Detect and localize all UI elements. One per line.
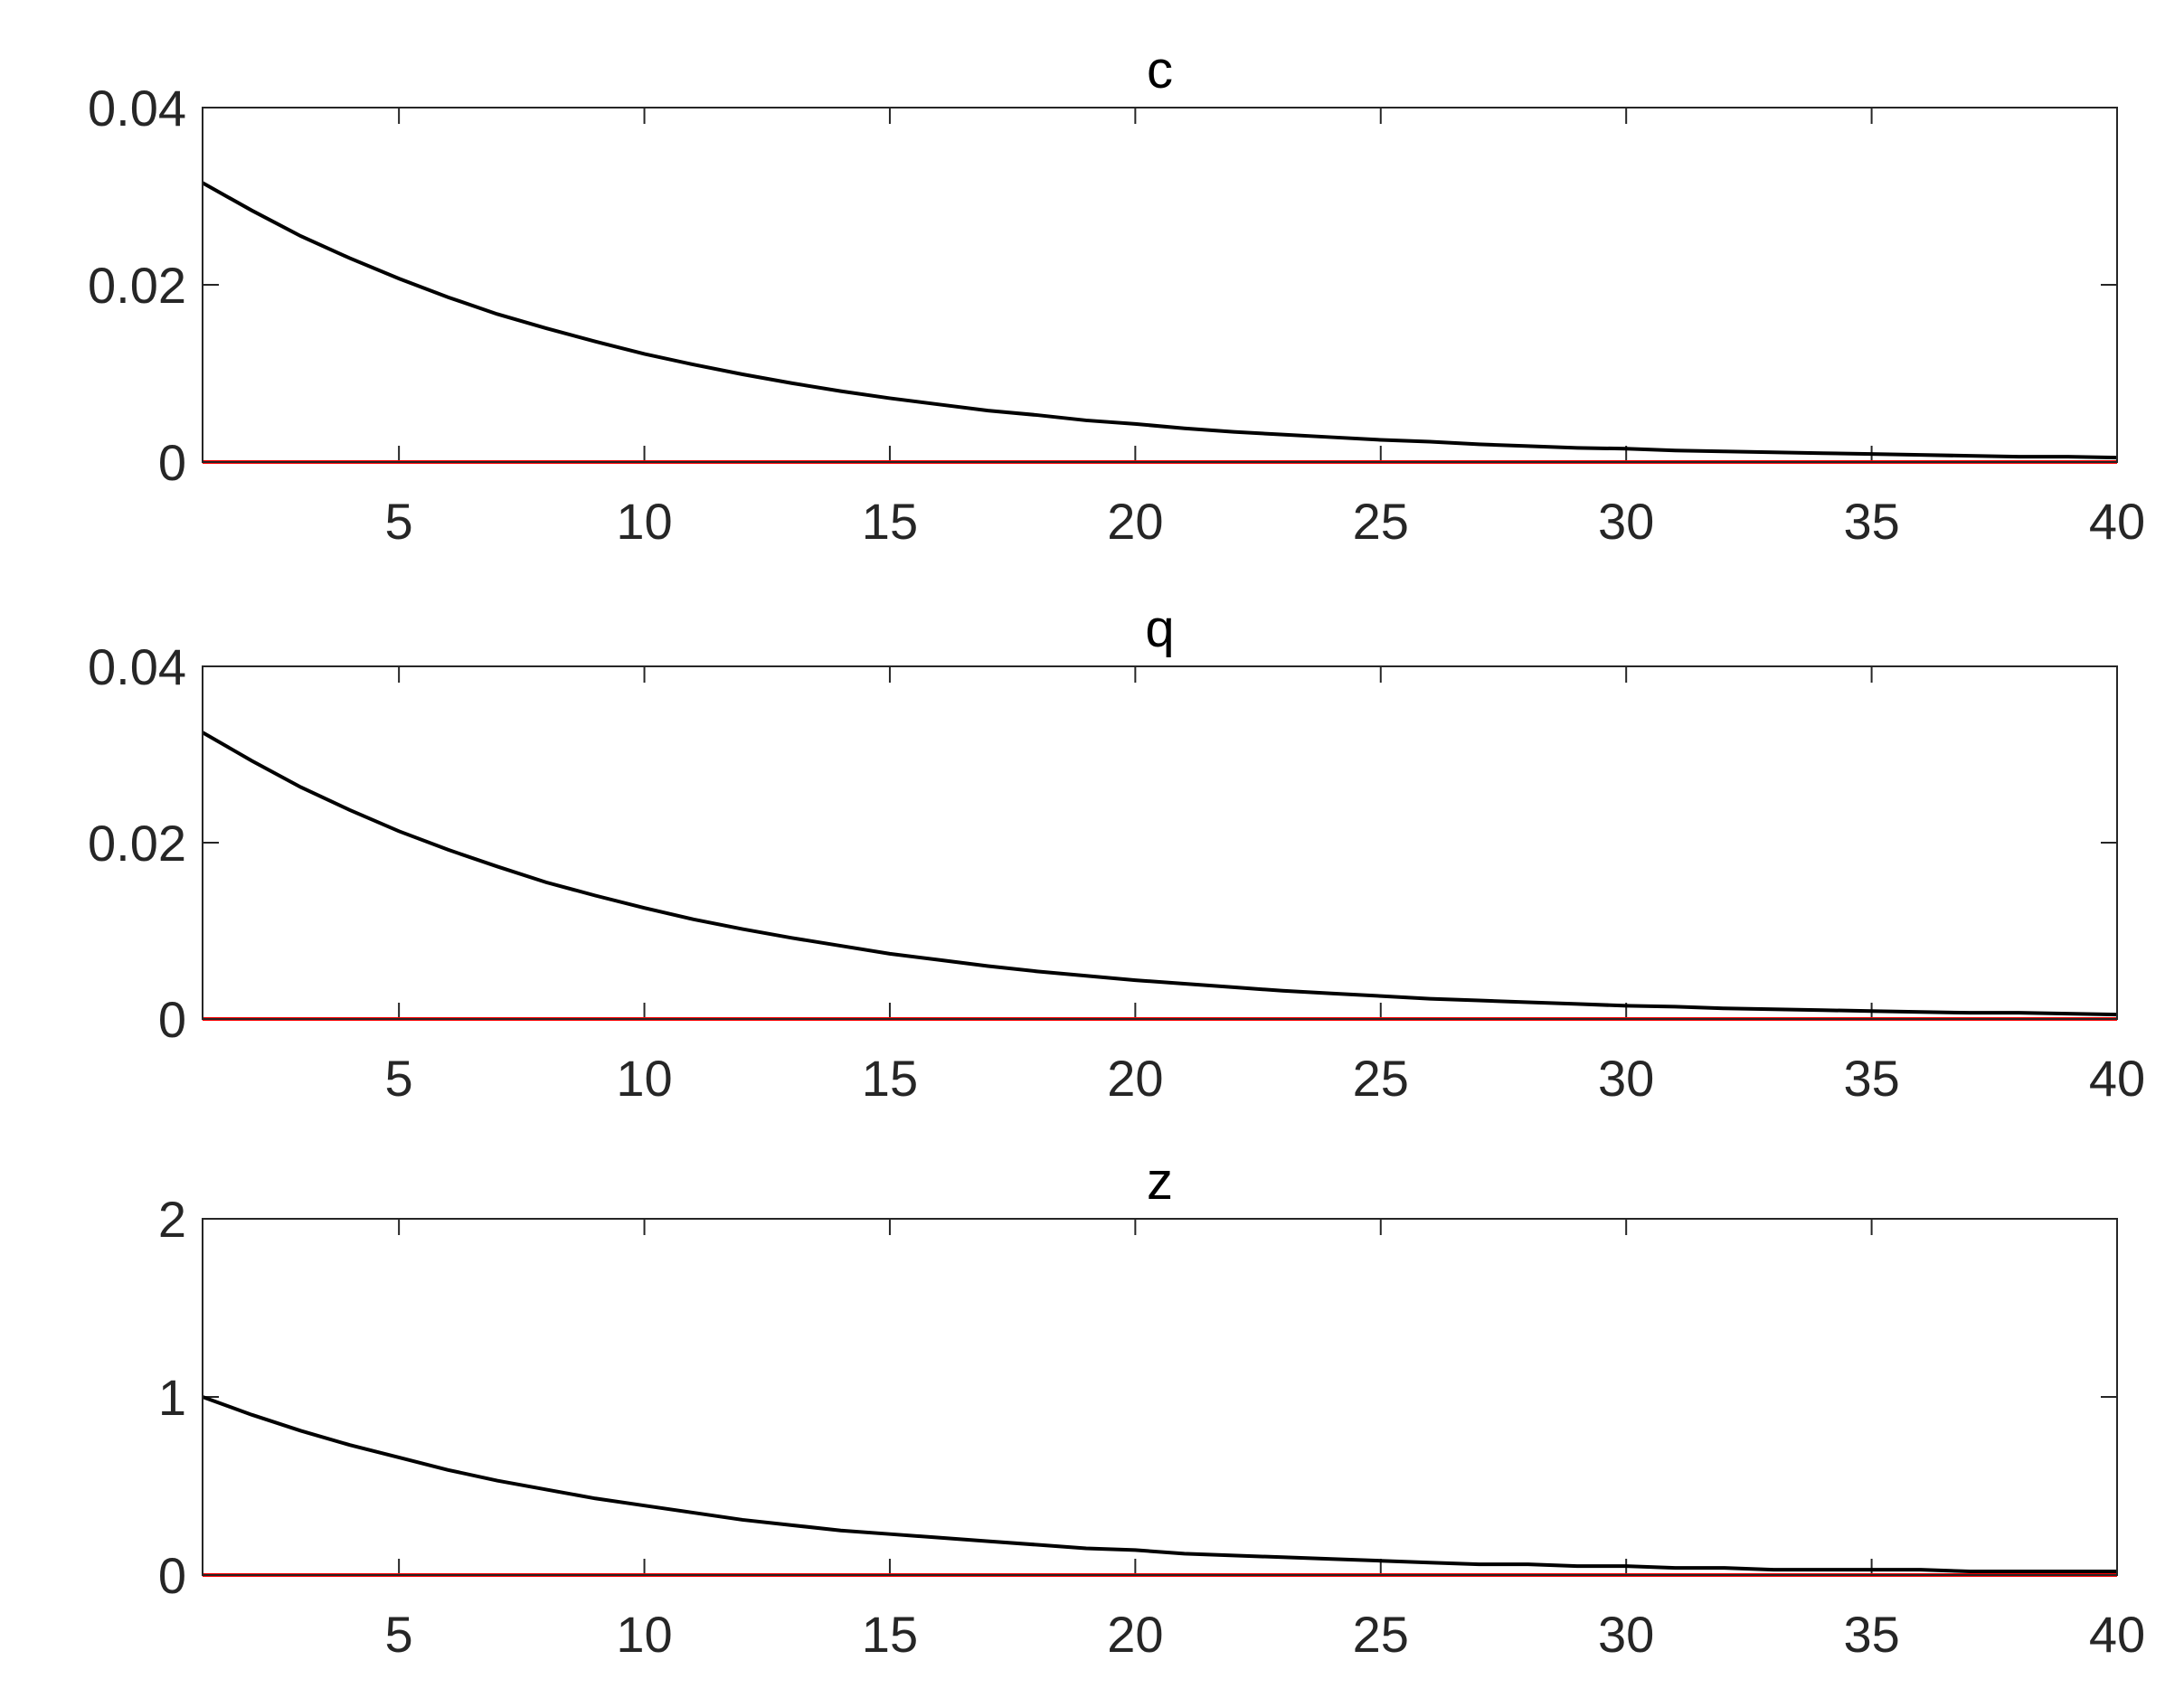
chart-title: z — [1147, 1152, 1173, 1211]
x-tick-label: 30 — [1598, 493, 1654, 550]
x-tick-label: 35 — [1843, 1050, 1899, 1107]
x-tick-label: 25 — [1353, 1606, 1409, 1663]
x-tick-label: 15 — [862, 1606, 918, 1663]
series-line — [202, 181, 2118, 460]
y-tick-label: 0.04 — [88, 80, 186, 137]
y-tick-label: 2 — [158, 1191, 186, 1248]
x-tick-label: 25 — [1353, 1050, 1409, 1107]
x-tick-label: 30 — [1598, 1606, 1654, 1663]
x-tick-label: 10 — [616, 1050, 672, 1107]
axes-box — [202, 107, 2118, 463]
plot-area — [203, 666, 2117, 1019]
chart-title: q — [1145, 599, 1174, 658]
y-tick-label: 0 — [158, 434, 186, 491]
x-tick-label: 40 — [2089, 493, 2145, 550]
x-tick-label: 40 — [2089, 1606, 2145, 1663]
x-tick-label: 5 — [385, 1606, 413, 1663]
y-tick-label: 0.04 — [88, 638, 186, 695]
x-tick-label: 25 — [1353, 493, 1409, 550]
x-tick-label: 15 — [862, 493, 918, 550]
x-tick-label: 20 — [1107, 1050, 1163, 1107]
plot-area — [203, 1219, 2117, 1575]
x-tick-label: 5 — [385, 493, 413, 550]
y-tick-label: 0.02 — [88, 257, 186, 314]
axes-box — [202, 665, 2118, 1020]
plot-area — [203, 108, 2117, 462]
y-tick-label: 0 — [158, 1547, 186, 1604]
x-tick-label: 10 — [616, 493, 672, 550]
chart-title: c — [1147, 41, 1173, 99]
x-tick-label: 20 — [1107, 493, 1163, 550]
x-tick-label: 30 — [1598, 1050, 1654, 1107]
x-tick-label: 35 — [1843, 493, 1899, 550]
axes-box — [202, 1218, 2118, 1576]
y-tick-label: 1 — [158, 1369, 186, 1426]
y-tick-label: 0.02 — [88, 815, 186, 872]
x-tick-label: 40 — [2089, 1050, 2145, 1107]
x-tick-label: 5 — [385, 1050, 413, 1107]
series-line — [202, 731, 2118, 1017]
series-line — [202, 1395, 2117, 1574]
x-tick-label: 35 — [1843, 1606, 1899, 1663]
x-tick-label: 15 — [862, 1050, 918, 1107]
x-tick-label: 10 — [616, 1606, 672, 1663]
y-tick-label: 0 — [158, 991, 186, 1048]
x-tick-label: 20 — [1107, 1606, 1163, 1663]
